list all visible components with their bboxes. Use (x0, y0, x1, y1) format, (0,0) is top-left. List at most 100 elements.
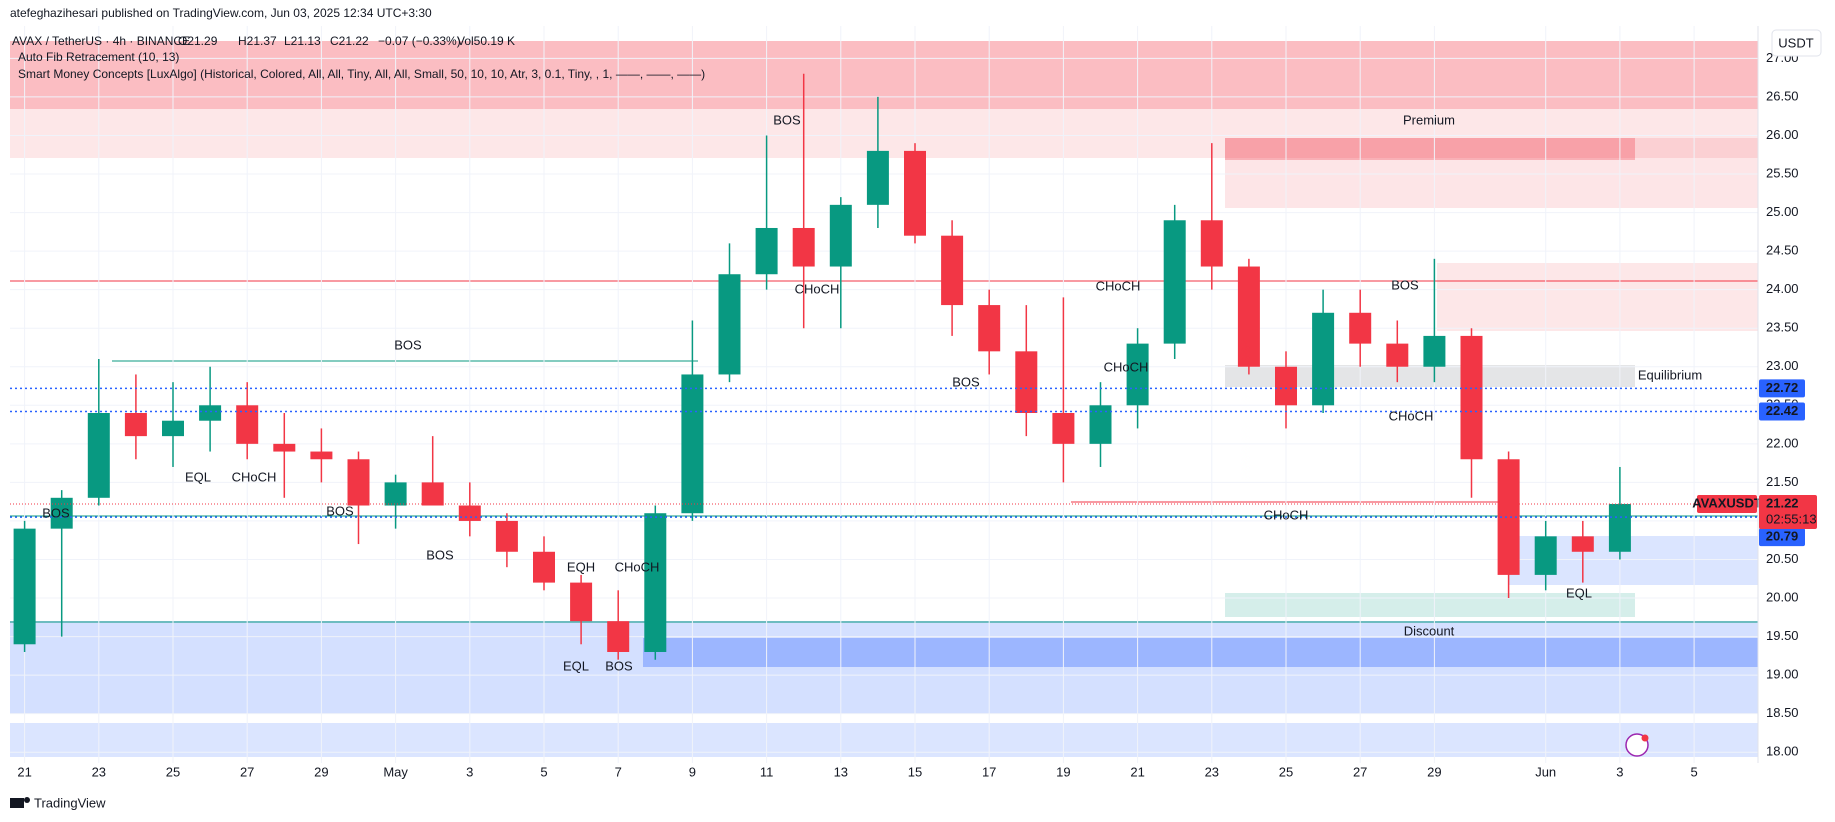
annotation: EQL (1566, 585, 1592, 600)
y-tick-label: 20.00 (1766, 589, 1799, 604)
candle-body (866, 150, 889, 205)
candle-body (495, 520, 518, 552)
last-price-bg (1759, 494, 1817, 529)
x-tick-label: 27 (240, 764, 254, 779)
annotation: CHoCH (795, 281, 840, 296)
currency[interactable]: USDT (1778, 35, 1813, 50)
x-tick-label: 19 (1056, 764, 1070, 779)
x-tick-label: 23 (1205, 764, 1219, 779)
indicator: Auto Fib Retracement (10, 13) (18, 50, 179, 64)
annotation: CHoCH (615, 559, 660, 574)
grid (10, 26, 1758, 763)
y-tick-label: 20.50 (1766, 551, 1799, 566)
x-tick-label: 5 (540, 764, 547, 779)
y-tick-label: 25.50 (1766, 165, 1799, 180)
x-tick-label: 21 (17, 764, 31, 779)
candle-body (1089, 405, 1112, 444)
candle-body (124, 413, 147, 437)
candle-body (162, 420, 184, 437)
ohlc-value: C21.22 (330, 34, 369, 48)
candle-body (1460, 335, 1483, 460)
y-tick-label: 23.50 (1766, 320, 1799, 335)
x-tick-label: May (383, 764, 408, 779)
candle-body (1386, 343, 1409, 367)
indicator: Smart Money Concepts [LuxAlgo] (Historic… (18, 67, 705, 81)
candle-body (570, 582, 593, 622)
symbol: AVAX / TetherUS · 4h · BINANCE (12, 34, 190, 48)
y-tick-label: 18.50 (1766, 705, 1799, 720)
candle-body (458, 505, 481, 521)
annotation: CHoCH (232, 469, 277, 484)
zone (643, 638, 1758, 667)
price-label-bg (1759, 379, 1805, 398)
annotation: BOS (42, 505, 70, 520)
price-label: 20.79 (1766, 529, 1799, 544)
x-tick-label: 5 (1690, 764, 1697, 779)
annotation: EQH (567, 559, 595, 574)
ohlc-value: O21.29 (178, 34, 218, 48)
candle-body (792, 227, 815, 267)
ohlc-values: O21.29 H21.37 L21.13 C21.22 −0.07 (−0.33%)Vo… (178, 34, 515, 48)
currency-button[interactable] (1771, 29, 1822, 57)
candle-body (1423, 335, 1446, 367)
annotation: CHoCH (1264, 507, 1309, 522)
y-tick-label: 21.50 (1766, 474, 1799, 489)
y-tick-label: 19.00 (1766, 667, 1799, 682)
x-tick-label: 13 (834, 764, 848, 779)
candle-body (1015, 351, 1038, 414)
zone (10, 723, 1758, 757)
annotation: EQL (563, 658, 589, 673)
candle-body (1608, 503, 1631, 552)
x-tick-label: 25 (166, 764, 180, 779)
alert-dot (1641, 734, 1649, 742)
y-tick-label: 18.00 (1766, 744, 1799, 759)
annotation: Premium (1403, 112, 1455, 127)
annotation: BOS (773, 112, 801, 127)
candle-body (644, 513, 667, 652)
annotation: BOS (1391, 277, 1419, 292)
candle-body (978, 305, 1001, 352)
zone (1225, 593, 1635, 617)
candle-body (273, 443, 296, 452)
x-tick-label: 29 (314, 764, 328, 779)
price-label-bg (1759, 528, 1805, 547)
zone (10, 109, 1758, 158)
candle-body (50, 497, 73, 529)
ohlc-value: −0.07 (−0.33%) (378, 34, 461, 48)
x-tick-label: 3 (466, 764, 473, 779)
annotation: EQL (185, 469, 211, 484)
ohlc-value: L21.13 (284, 34, 321, 48)
zone (1225, 138, 1635, 160)
last-price: 21.22 (1766, 495, 1799, 510)
x-tick-label: 21 (1130, 764, 1144, 779)
candle-body (533, 551, 555, 583)
x-tick-label: 25 (1279, 764, 1293, 779)
annotation: BOS (952, 374, 980, 389)
x-tick-label: 11 (760, 764, 774, 779)
tv-logo (10, 797, 30, 808)
candle-body (1571, 536, 1594, 552)
annotation: BOS (326, 503, 354, 518)
y-tick-label: 26.00 (1766, 127, 1799, 142)
candle-body (1052, 413, 1075, 444)
candle-body (904, 150, 926, 236)
publisher: atefeghazihesari published on TradingVie… (10, 6, 432, 20)
candle-body (1312, 312, 1335, 406)
y-tick-label: 26.50 (1766, 88, 1799, 103)
candle-body (1200, 220, 1223, 267)
candle-body (1237, 266, 1260, 367)
candle-body (199, 405, 222, 421)
y-tick-label: 22.00 (1766, 435, 1799, 450)
price-label: 22.72 (1766, 380, 1799, 395)
annotation: BOS (605, 658, 633, 673)
candle-body (755, 227, 778, 275)
y-tick-label: 24.00 (1766, 281, 1799, 296)
countdown: 02:55:13 (1766, 511, 1817, 526)
symbol-label: AVAXUSDT (1692, 495, 1762, 510)
y-tick-label: 25.00 (1766, 204, 1799, 219)
candle-body (236, 405, 259, 444)
x-tick-label: 15 (908, 764, 922, 779)
candle-body (718, 274, 741, 375)
candle-body (310, 451, 333, 460)
